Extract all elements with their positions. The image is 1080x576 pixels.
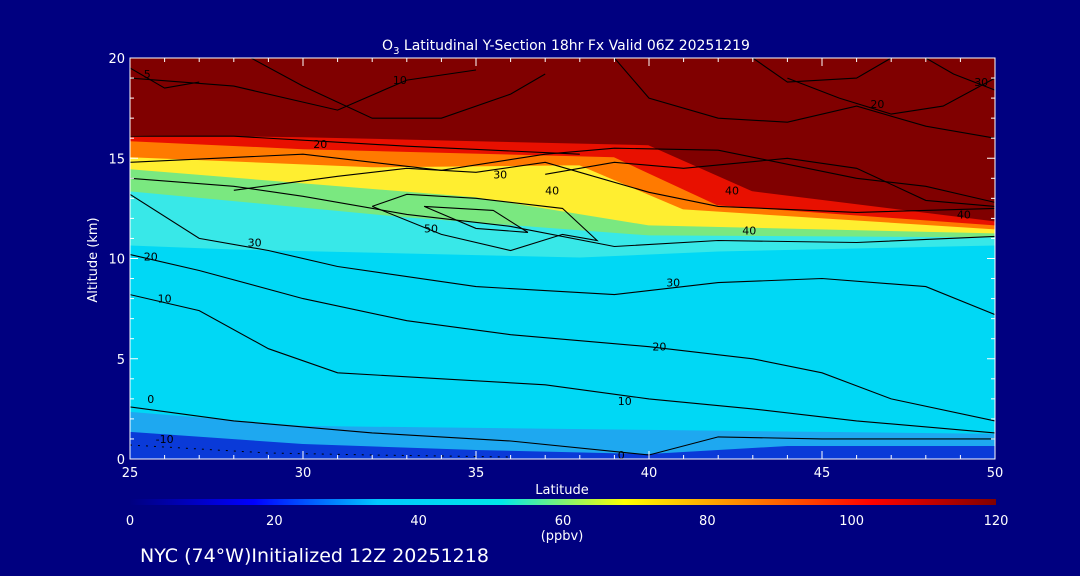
contour-label: 10 bbox=[618, 395, 632, 408]
contour-label: 10 bbox=[393, 74, 407, 87]
colorbar-tick-label: 20 bbox=[266, 514, 283, 529]
init-info-text: NYC (74°W)Initialized 12Z 20251218 bbox=[140, 545, 489, 567]
x-axis-label: Latitude bbox=[535, 483, 589, 498]
y-tick-label: 0 bbox=[117, 453, 125, 468]
contour-label: 40 bbox=[725, 184, 739, 197]
contour-line-40-5 bbox=[130, 177, 995, 248]
y-axis-label: Altitude (km) bbox=[86, 217, 101, 302]
contour-label: 20 bbox=[144, 251, 158, 264]
contour-label: 30 bbox=[974, 76, 988, 89]
colorbar-tick-label: 100 bbox=[839, 514, 864, 529]
contour-line-50-9 bbox=[423, 205, 529, 233]
colorbar-tick-label: 80 bbox=[699, 514, 716, 529]
contour-line-20-12 bbox=[787, 77, 995, 115]
x-tick-label: 25 bbox=[122, 466, 139, 481]
colorbar-tick-label: 0 bbox=[126, 514, 134, 529]
contour-line-0-1 bbox=[130, 406, 995, 456]
contour-label: -10 bbox=[156, 433, 174, 446]
contour-label: 20 bbox=[652, 341, 666, 354]
y-tick-label: 20 bbox=[108, 52, 125, 67]
contour-label: 0 bbox=[618, 449, 625, 462]
contour-line-20-3 bbox=[130, 253, 995, 422]
x-axis-ticks: 25 30 35 40 45 50 bbox=[122, 58, 1004, 481]
contour-label: 40 bbox=[742, 224, 756, 237]
contour-label: 30 bbox=[666, 277, 680, 290]
contour-label: 5 bbox=[144, 68, 151, 81]
colorbar-tick-label: 60 bbox=[555, 514, 572, 529]
y-tick-label: 5 bbox=[117, 353, 125, 368]
y-tick-label: 15 bbox=[108, 152, 125, 167]
x-tick-label: 30 bbox=[295, 466, 312, 481]
contour-line-unlabeled-17 bbox=[613, 58, 995, 139]
colorbar-label: (ppbv) bbox=[541, 529, 584, 544]
contour-label: 20 bbox=[313, 138, 327, 151]
y-axis-ticks: 0 5 10 15 20 bbox=[108, 52, 995, 468]
contour-line-40-6 bbox=[545, 157, 995, 207]
contour-label: 0 bbox=[147, 393, 154, 406]
color-bands bbox=[130, 58, 995, 459]
contour-label: 30 bbox=[493, 168, 507, 181]
x-tick-label: 50 bbox=[987, 466, 1004, 481]
contour-line-30-4 bbox=[130, 193, 995, 316]
x-tick-label: 40 bbox=[641, 466, 658, 481]
contour-line-unlabeled-18 bbox=[752, 58, 892, 83]
x-tick-label: 45 bbox=[814, 466, 831, 481]
contour-lines bbox=[130, 58, 995, 458]
contour-line-unlabeled-16 bbox=[250, 58, 546, 119]
colorbar-tick-label: 120 bbox=[984, 514, 1009, 529]
contour-label: 40 bbox=[957, 208, 971, 221]
contour-line-10-13 bbox=[130, 69, 477, 111]
band-strat-darkred bbox=[130, 58, 995, 222]
contour-label: 40 bbox=[545, 184, 559, 197]
contour-line-20-10 bbox=[130, 147, 995, 203]
chart-title: O3 Latitudinal Y-Section 18hr Fx Valid 0… bbox=[382, 38, 750, 57]
contour-line-30-7 bbox=[233, 161, 995, 213]
contour-label: 30 bbox=[248, 237, 262, 250]
contour-labels: 30 20 10 0 -10 20 10 5 30 40 50 40 40 40 30 20 10 0 20 30 bbox=[144, 68, 988, 462]
contour-label: 20 bbox=[870, 98, 884, 111]
contour-line-50-8 bbox=[371, 193, 599, 252]
band-trop-cyan bbox=[130, 239, 995, 434]
contour-label: 10 bbox=[158, 293, 172, 306]
contour-line--10-0 bbox=[130, 444, 511, 458]
contour-line-10-2 bbox=[130, 294, 995, 434]
contour-line-30-15 bbox=[925, 58, 995, 91]
contour-line-5-14 bbox=[130, 67, 200, 89]
plot-area: 30 20 10 0 -10 20 10 5 30 40 50 40 40 40 30 20 10 0 20 30 bbox=[130, 58, 995, 462]
colorbar-ticks: 0 20 40 60 80 100 120 bbox=[126, 514, 1009, 529]
y-tick-label: 10 bbox=[108, 253, 125, 268]
contour-line-20-11 bbox=[130, 135, 580, 155]
colorbar-tick-label: 40 bbox=[410, 514, 427, 529]
contour-label: 50 bbox=[424, 222, 438, 235]
colorbar bbox=[130, 499, 996, 505]
x-tick-label: 35 bbox=[468, 466, 485, 481]
